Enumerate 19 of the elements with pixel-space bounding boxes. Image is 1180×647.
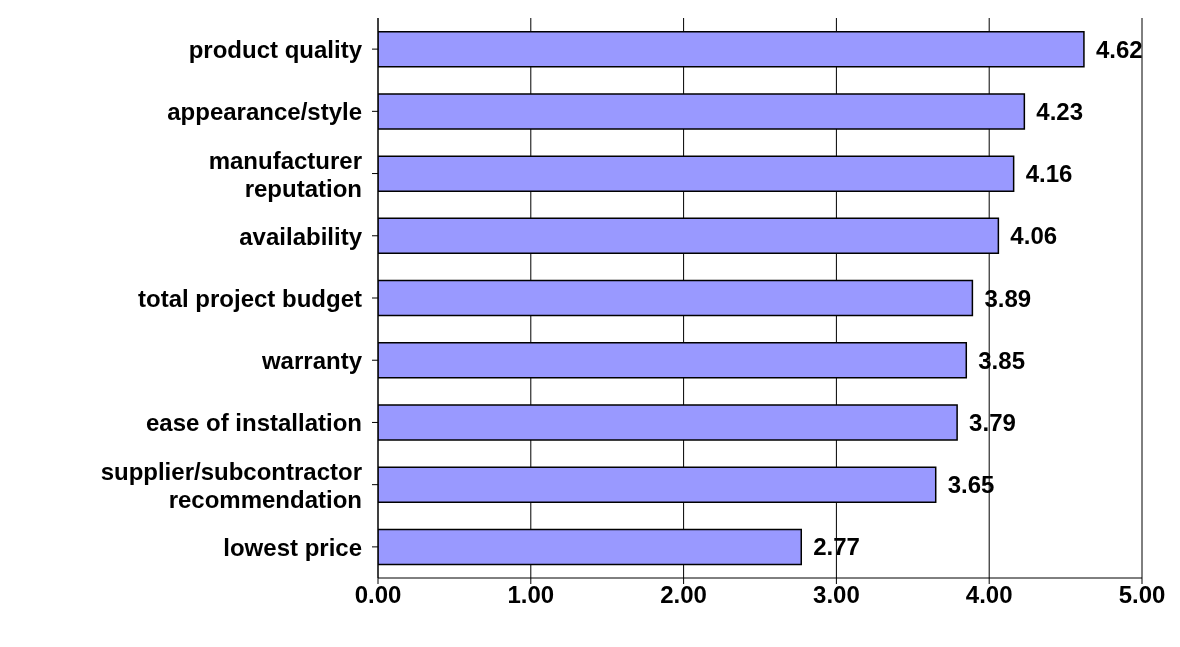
x-tick-label: 0.00	[354, 581, 402, 609]
y-tick-label: ease of installation	[145, 408, 362, 436]
y-tick-label: warranty	[260, 346, 363, 374]
data-label: 4.62	[1095, 35, 1143, 63]
data-label: 4.23	[1036, 97, 1084, 125]
x-tick-label: 2.00	[660, 581, 707, 609]
x-tick-label: 1.00	[507, 581, 555, 609]
y-tick-label: supplier/subcontractor recommendation	[100, 457, 362, 513]
y-tick-label: availability	[239, 222, 363, 250]
y-tick-label: total project budget	[138, 284, 362, 312]
x-tick-label: 4.00	[965, 581, 1013, 609]
data-label: 4.06	[1010, 222, 1058, 250]
y-tick-label: appearance/style	[167, 97, 362, 125]
y-tick-label: product quality	[188, 35, 363, 63]
data-label: 4.16	[1025, 160, 1073, 188]
x-tick-label: 5.00	[1118, 581, 1166, 609]
y-tick-label: manufacturer reputation	[208, 146, 362, 202]
x-tick-label: 3.00	[813, 581, 860, 609]
y-tick-label: lowest price	[223, 533, 362, 561]
